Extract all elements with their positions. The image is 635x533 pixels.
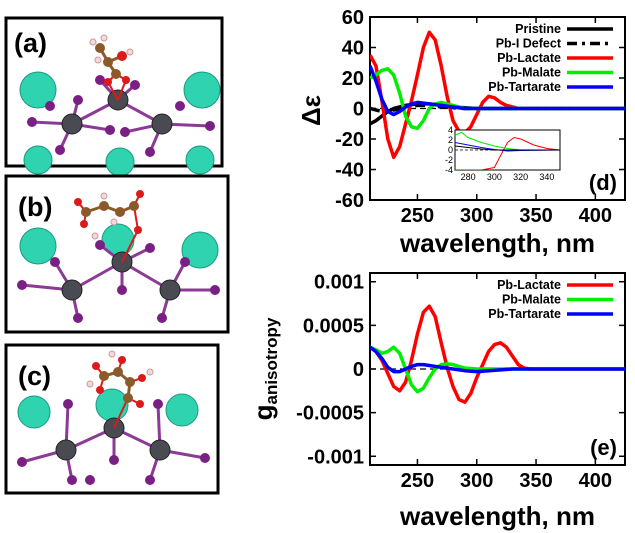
x-tick-label: 250	[401, 205, 434, 227]
inset-series-line	[455, 145, 560, 151]
y-tick-label: -0.0005	[296, 403, 364, 425]
cs-atoms	[19, 71, 221, 177]
x-tick-label: 250	[401, 470, 434, 492]
legend-entry-label: Pb-Malate	[502, 293, 561, 307]
i-atoms	[17, 240, 220, 323]
y-tick-label: 40	[342, 38, 364, 60]
x-tick-label: 300	[460, 470, 493, 492]
inset-y-tick-label: -4	[445, 165, 453, 175]
y-tick-label: -40	[335, 160, 364, 182]
y-tick-label: 0.001	[314, 272, 364, 294]
inset-x-tick-label: 320	[513, 172, 528, 182]
x-tick-label: 300	[460, 205, 493, 227]
legend-entry-label: Pb-Malate	[502, 66, 561, 80]
legend-entry-label: Pb-Tartarate	[488, 307, 561, 321]
y-axis-title: ganisotropy	[248, 317, 281, 420]
legend-entry-label: Pristine	[515, 22, 561, 36]
series-line-pb-lactate	[370, 304, 625, 404]
cs-atoms	[19, 223, 219, 269]
pb-atoms	[55, 417, 171, 461]
y-tick-label: 0	[353, 99, 364, 121]
tartarate-molecule	[86, 350, 154, 429]
x-axis-title: wavelength, nm	[399, 501, 595, 531]
inset-x-tick-label: 300	[487, 172, 502, 182]
panel-label-b: (b)	[18, 192, 52, 222]
inset-y-tick-label: 2	[448, 135, 453, 145]
x-tick-label: 350	[519, 205, 552, 227]
i-atoms	[17, 399, 210, 485]
y-tick-label: 60	[342, 7, 364, 29]
panel-label-a: (a)	[14, 28, 47, 58]
chart-e: 250 300 350 400 -0.001 -0.0005 0 0.0005 0.001 Pb-…	[248, 272, 626, 531]
legend-entry-label: Pb-Lactate	[497, 278, 561, 292]
y-tick-label: -20	[335, 129, 364, 151]
i-atoms	[27, 75, 215, 157]
y-tick-label: -60	[335, 190, 364, 212]
structure-panel-b: (b)	[4, 174, 230, 334]
legend-entry-label: Pb-Lactate	[497, 51, 561, 65]
inset-x-tick-label: 340	[539, 172, 554, 182]
legend-entry-label: Pb-I Defect	[496, 37, 562, 51]
y-tick-label: -0.001	[307, 446, 364, 468]
x-tick-label: 400	[579, 470, 612, 492]
legend-entry-label: Pb-Tartarate	[488, 80, 561, 94]
inset-y-tick-label: -2	[445, 155, 453, 165]
malate-molecule	[74, 190, 144, 263]
series-line-pb-malate	[370, 345, 625, 394]
panel-label: (d)	[589, 170, 617, 195]
inset-x-tick-label: 280	[461, 172, 476, 182]
inset-series-line	[455, 136, 560, 170]
y-tick-label: 20	[342, 68, 364, 90]
x-tick-label: 350	[519, 470, 552, 492]
y-tick-label: 0.0005	[303, 315, 364, 337]
y-axis-title: Δε	[296, 95, 326, 126]
inset-y-tick-label: 0	[448, 145, 453, 155]
panel-label-c: (c)	[18, 361, 51, 391]
panel-label: (e)	[590, 435, 617, 460]
lactate-molecule	[89, 34, 134, 101]
y-axis-title-main: g	[248, 405, 278, 421]
structure-panel-a: (a)	[4, 16, 224, 177]
structure-panel-c: (c)	[4, 343, 220, 495]
y-tick-label: 0	[353, 359, 364, 381]
series-line-pb-tartarate	[370, 345, 625, 374]
series-line-pb-tartarate	[370, 65, 625, 117]
y-axis-title-sub: anisotropy	[262, 317, 281, 404]
inset-y-tick-label: 4	[448, 125, 453, 135]
x-tick-label: 400	[579, 205, 612, 227]
x-axis-title: wavelength, nm	[399, 228, 595, 258]
